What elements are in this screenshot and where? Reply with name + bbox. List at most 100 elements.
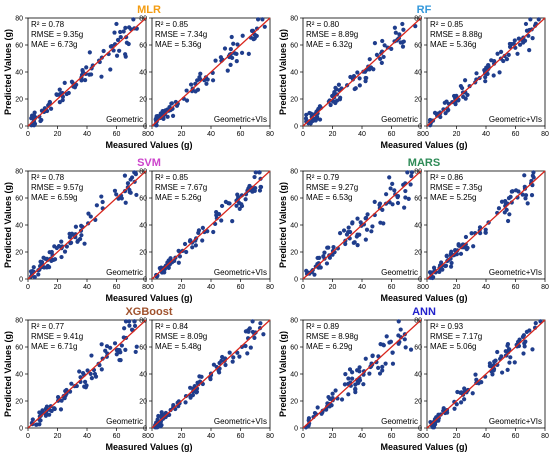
y-axis-label: Predicted Values (g) — [3, 331, 13, 417]
data-point — [454, 93, 459, 98]
y-tick-label: 60 — [15, 196, 23, 203]
data-point — [134, 344, 139, 349]
data-point — [341, 228, 347, 233]
y-tick-label: 80 — [15, 16, 23, 23]
data-point — [343, 241, 348, 247]
y-tick-label: 60 — [139, 196, 147, 203]
data-point — [387, 175, 392, 180]
data-point — [246, 51, 251, 56]
data-point — [41, 255, 46, 260]
x-tick-label: 20 — [453, 433, 461, 440]
data-point — [168, 256, 173, 261]
data-point — [402, 337, 407, 342]
data-point — [157, 422, 162, 428]
x-axis-label: Measured Values (g) — [105, 293, 192, 303]
data-point — [523, 21, 529, 27]
data-point — [155, 114, 160, 119]
y-tick-label: 80 — [414, 318, 422, 325]
y-tick-label: 80 — [290, 16, 298, 23]
data-point — [125, 181, 131, 186]
data-point — [231, 355, 236, 360]
data-point — [49, 408, 54, 414]
data-point — [245, 351, 250, 356]
mae-label: MAE = 5.25g — [430, 193, 476, 202]
data-point — [347, 367, 353, 372]
data-point — [527, 328, 532, 333]
data-point — [390, 361, 396, 366]
data-point — [223, 362, 228, 368]
data-point — [177, 254, 183, 259]
data-point — [83, 385, 88, 390]
data-point — [82, 379, 88, 384]
data-point — [505, 367, 510, 372]
x-tick-label: 0 — [425, 131, 429, 138]
data-point — [403, 188, 408, 194]
data-point — [170, 113, 176, 118]
y-tick-label: 80 — [139, 169, 147, 176]
x-tick-label: 20 — [329, 131, 337, 138]
data-point — [123, 52, 128, 57]
y-tick-label: 80 — [290, 169, 298, 176]
x-tick-label: 20 — [54, 433, 62, 440]
data-point — [193, 243, 198, 248]
model-title: MLR — [137, 4, 161, 16]
y-axis-label: Predicted Values (g) — [278, 182, 288, 268]
data-point — [474, 377, 479, 382]
data-point — [119, 343, 124, 348]
data-point — [469, 231, 474, 236]
data-point — [89, 375, 94, 381]
y-tick-label: 60 — [15, 345, 23, 352]
data-point — [257, 188, 263, 193]
x-tick-label: 40 — [358, 131, 366, 138]
data-point — [211, 229, 216, 235]
variant-label: Geometric — [381, 115, 418, 124]
data-point — [497, 70, 502, 75]
data-point — [523, 339, 528, 344]
data-point — [355, 216, 360, 221]
data-point — [380, 364, 385, 369]
data-point — [230, 219, 235, 224]
data-point — [381, 54, 386, 60]
rmse-label: RMSE = 8.98g — [306, 332, 358, 341]
data-point — [313, 116, 319, 121]
data-point — [531, 170, 536, 175]
data-point — [351, 74, 357, 79]
data-point — [47, 412, 52, 417]
data-point — [350, 221, 355, 226]
data-point — [326, 245, 331, 250]
y-tick-label: 40 — [15, 372, 23, 379]
data-point — [59, 254, 64, 260]
data-point — [231, 41, 236, 46]
data-point — [461, 94, 466, 99]
data-point — [346, 392, 351, 397]
data-point — [60, 98, 65, 103]
data-point — [509, 200, 514, 205]
data-point — [505, 343, 510, 348]
data-point — [398, 335, 404, 340]
y-tick-label: 60 — [290, 345, 298, 352]
data-point — [114, 192, 119, 197]
data-point — [406, 196, 411, 201]
data-point — [463, 234, 469, 240]
data-point — [129, 327, 135, 332]
data-point — [80, 69, 85, 74]
x-tick-label: 0 — [301, 284, 305, 291]
data-point — [252, 174, 257, 180]
data-point — [503, 349, 508, 354]
y-tick-label: 80 — [139, 318, 147, 325]
data-point — [364, 75, 369, 81]
data-point — [108, 44, 113, 49]
data-point — [363, 237, 368, 242]
x-tick-label: 40 — [83, 433, 91, 440]
x-tick-label: 20 — [329, 433, 337, 440]
y-tick-label: 0 — [19, 124, 23, 131]
x-tick-label: 80 — [266, 284, 274, 291]
data-point — [357, 83, 362, 88]
r2-label: R² = 0.80 — [306, 20, 340, 29]
data-point — [247, 326, 252, 331]
fit-line — [151, 170, 271, 280]
data-point — [49, 258, 54, 263]
data-point — [112, 30, 117, 35]
data-point — [363, 216, 368, 221]
